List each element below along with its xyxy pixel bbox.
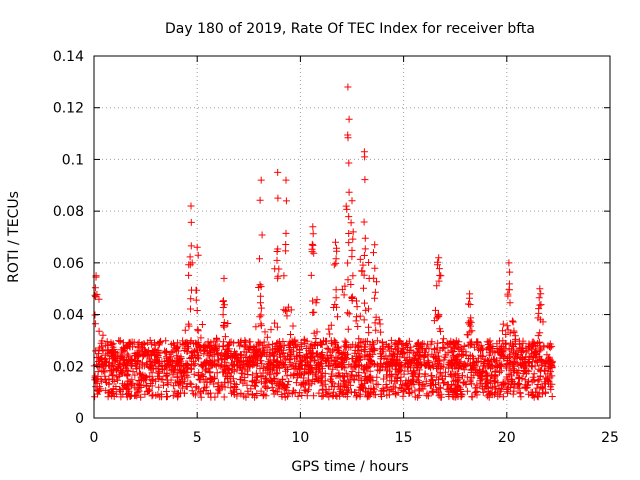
y-tick-label: 0.06 (53, 256, 84, 272)
x-tick-labels: 0 5 10 15 20 25 (90, 430, 619, 446)
roti-points (90, 83, 556, 401)
x-tick-label: 20 (498, 430, 516, 446)
y-tick-label: 0.12 (53, 101, 84, 117)
y-tick-label: 0.02 (53, 359, 84, 375)
grid-lines (94, 56, 610, 418)
x-tick-label: 10 (291, 430, 309, 446)
y-tick-label: 0.08 (53, 204, 84, 220)
x-tick-label: 25 (601, 430, 619, 446)
y-tick-label: 0 (75, 411, 84, 427)
x-tick-label: 0 (90, 430, 99, 446)
x-tick-label: 5 (193, 430, 202, 446)
y-tick-label: 0.14 (53, 49, 84, 65)
y-tick-label: 0.04 (53, 308, 84, 324)
plot-frame (93, 55, 611, 419)
x-tick-label: 15 (395, 430, 413, 446)
axis-ticks (93, 55, 611, 419)
y-axis-label: ROTI / TECUs (6, 191, 22, 283)
x-axis-label: GPS time / hours (291, 459, 408, 475)
data-points (90, 83, 556, 401)
y-tick-labels: 0 0.02 0.04 0.06 0.08 0.1 0.12 0.14 (53, 49, 84, 427)
chart-title: Day 180 of 2019, Rate Of TEC Index for r… (165, 21, 535, 37)
y-tick-label: 0.1 (62, 152, 84, 168)
